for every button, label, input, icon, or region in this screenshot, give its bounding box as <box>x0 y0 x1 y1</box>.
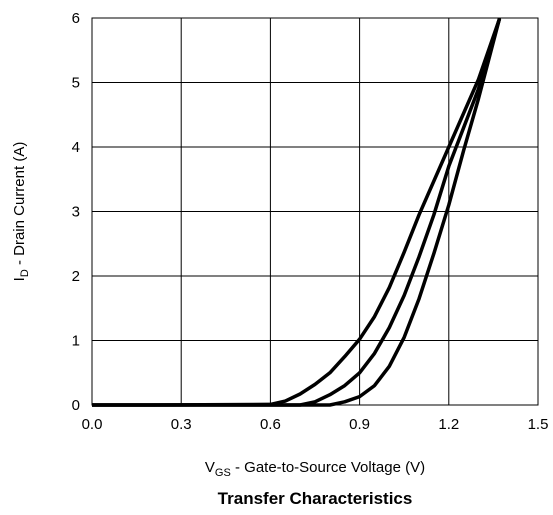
x-tick-label: 0.0 <box>82 416 103 433</box>
grid <box>91 17 539 406</box>
plot-frame <box>91 17 539 406</box>
y-tick-label: 4 <box>72 139 80 156</box>
y-tick-label: 0 <box>72 397 80 414</box>
x-axis-title-text: - Gate-to-Source Voltage (V) <box>231 459 425 476</box>
x-tick-label: 0.3 <box>171 416 192 433</box>
x-axis-title-subscript: GS <box>215 467 231 479</box>
y-tick-label: 2 <box>72 268 80 285</box>
series-line-1 <box>92 17 502 407</box>
x-tick-label: 1.5 <box>528 416 549 433</box>
chart-title: Transfer Characteristics <box>218 489 413 508</box>
y-axis-title-subscript: D <box>19 269 31 277</box>
x-tick-label: 0.6 <box>260 416 281 433</box>
y-tick-label: 3 <box>72 204 80 221</box>
y-tick-labels: 0 1 2 3 4 5 6 <box>72 10 80 414</box>
y-tick-label: 5 <box>72 75 80 92</box>
x-tick-label: 0.9 <box>349 416 370 433</box>
y-axis-title-text: - Drain Current (A) <box>11 142 28 270</box>
y-axis-title: ID - Drain Current (A) <box>11 142 31 282</box>
x-axis-title: VGS - Gate-to-Source Voltage (V) <box>205 459 425 479</box>
series-line-2 <box>92 17 502 407</box>
y-tick-label: 6 <box>72 10 80 27</box>
x-tick-labels: 0.0 0.3 0.6 0.9 1.2 1.5 <box>82 416 549 433</box>
y-axis-title-symbol: I <box>11 277 28 281</box>
y-tick-label: 1 <box>72 333 80 350</box>
series-lines <box>92 17 502 407</box>
x-tick-label: 1.2 <box>438 416 459 433</box>
series-line-3 <box>92 17 502 407</box>
x-axis-title-symbol: V <box>205 459 215 476</box>
